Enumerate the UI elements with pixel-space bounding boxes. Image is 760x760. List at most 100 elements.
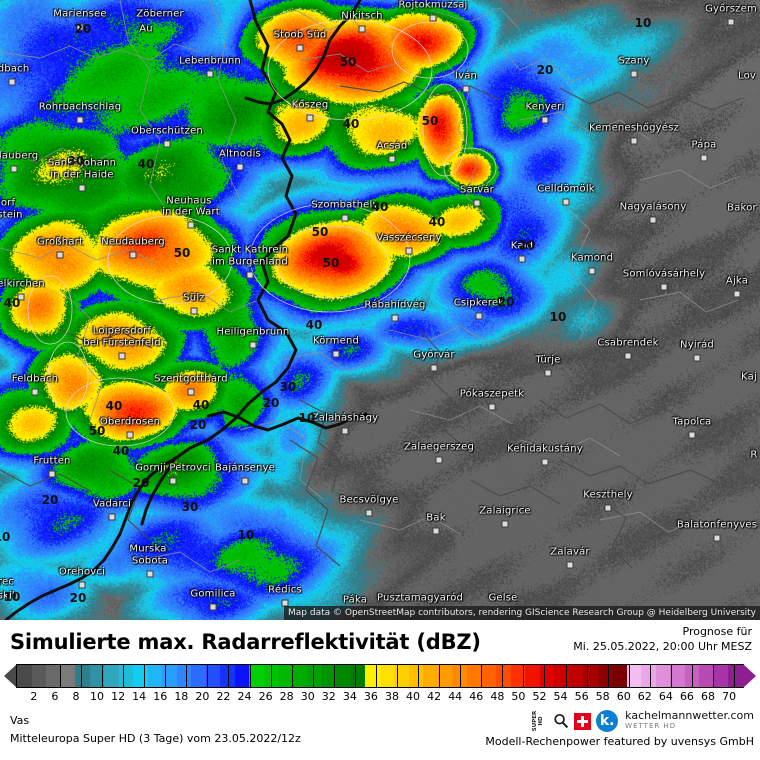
region-name: Vas	[10, 714, 30, 727]
branding-block: SUPER HD k. kachelmannwetter.com WETTER …	[485, 710, 754, 748]
scale-tick-mark	[165, 665, 167, 687]
scale-tick-label: 48	[490, 690, 505, 703]
place-marker-icon	[660, 283, 668, 291]
scale-tick-label: 70	[722, 690, 737, 703]
place-marker-icon	[8, 78, 16, 86]
place-marker-icon	[332, 350, 340, 358]
scale-tick-label: 12	[111, 690, 126, 703]
scale-swatch	[568, 665, 584, 687]
scale-swatch	[350, 665, 366, 687]
magnifier-icon	[554, 713, 569, 729]
place-marker-icon	[78, 581, 86, 589]
scale-tick-label: 68	[701, 690, 715, 703]
scale-tick-mark	[628, 665, 630, 687]
scale-tick-label: 54	[553, 690, 568, 703]
place-marker-icon	[209, 603, 217, 611]
place-marker-icon	[501, 520, 509, 528]
scale-swatch	[423, 665, 438, 687]
scale-swatch	[408, 665, 424, 687]
brand-text: kachelmannwetter.com WETTER HD	[625, 710, 754, 732]
brand-footer: Modell-Rechenpower featured by uvensys G…	[485, 735, 754, 748]
place-marker-icon	[630, 70, 638, 78]
place-marker-icon	[475, 312, 483, 320]
place-marker-icon	[10, 165, 18, 173]
scale-tick-mark	[691, 665, 693, 687]
place-marker-icon	[118, 352, 126, 360]
scale-tick-mark	[502, 665, 504, 687]
place-marker-icon	[562, 198, 570, 206]
place-marker-icon	[727, 18, 735, 26]
place-marker-icon	[241, 477, 249, 485]
scale-tick-mark	[544, 665, 546, 687]
place-marker-icon	[187, 388, 195, 396]
kachelmann-k-icon: k.	[596, 710, 619, 732]
scale-tick-label: 44	[448, 690, 463, 703]
place-marker-icon	[236, 163, 244, 171]
scale-swatch	[626, 665, 642, 687]
brand-subtitle: WETTER HD	[625, 722, 677, 730]
place-marker-icon	[544, 369, 552, 377]
scale-tick-mark	[481, 665, 483, 687]
scale-swatch	[60, 665, 76, 687]
place-marker-icon	[588, 267, 596, 275]
scale-tick-label: 40	[406, 690, 421, 703]
place-marker-icon	[358, 25, 366, 33]
place-marker-icon	[78, 184, 86, 192]
scale-tick-label: 58	[595, 690, 610, 703]
color-scale	[4, 664, 756, 688]
scale-swatch	[278, 665, 293, 687]
place-marker-icon	[129, 251, 137, 259]
place-marker-icon	[108, 513, 116, 521]
scale-tick-mark	[354, 665, 356, 687]
scale-tick-mark	[565, 665, 567, 687]
scale-tick-label: 24	[237, 690, 252, 703]
forecast-block: Prognose für Mi. 25.05.2022, 20:00 Uhr M…	[573, 625, 752, 653]
scale-swatch	[46, 665, 61, 687]
scale-tick-mark	[418, 665, 420, 687]
scale-tick-mark	[734, 665, 736, 687]
scale-swatch	[307, 665, 322, 687]
place-marker-icon	[56, 251, 64, 259]
scale-left-arrow-icon	[4, 664, 17, 688]
place-marker-icon	[249, 341, 257, 349]
scale-swatch	[539, 665, 555, 687]
scale-tick-label: 8	[72, 690, 80, 703]
brand-domain[interactable]: kachelmannwetter.com	[625, 709, 754, 722]
scale-tick-mark	[649, 665, 651, 687]
place-marker-icon	[630, 137, 638, 145]
scale-tick-mark	[291, 665, 293, 687]
scale-swatch	[176, 665, 192, 687]
scale-swatch	[670, 665, 685, 687]
scale-swatch	[321, 665, 337, 687]
place-marker-icon	[713, 534, 721, 542]
scale-swatch	[583, 665, 598, 687]
legend-panel: Simulierte max. Radarreflektivität (dBZ)…	[0, 620, 760, 760]
scale-swatch	[713, 665, 729, 687]
scale-tick-label: 46	[469, 690, 484, 703]
place-marker-icon	[733, 290, 741, 298]
scale-tick-mark	[523, 665, 525, 687]
brand-logo-row: SUPER HD k. kachelmannwetter.com WETTER …	[530, 710, 754, 732]
place-marker-icon	[190, 307, 198, 315]
scale-tick-label: 26	[258, 690, 273, 703]
scale-swatch	[336, 665, 351, 687]
scale-tick-label: 32	[321, 690, 336, 703]
scale-tick-mark	[59, 665, 61, 687]
scale-swatch	[205, 665, 221, 687]
scale-tick-label: 18	[174, 690, 189, 703]
place-marker-icon	[435, 456, 443, 464]
scale-tick-mark	[312, 665, 314, 687]
scale-swatch	[89, 665, 105, 687]
place-marker-icon	[296, 44, 304, 52]
map-panel[interactable]: Mariensee Zöberner Au Stoob Süd Nikitsch Rojt…	[0, 0, 760, 620]
scale-swatch	[554, 665, 569, 687]
place-marker-icon	[76, 116, 84, 124]
scale-tick-mark	[102, 665, 104, 687]
scale-tick-label: 38	[384, 690, 399, 703]
scale-tick-mark	[713, 665, 714, 687]
scale-tick-mark	[396, 665, 398, 687]
place-marker-icon	[432, 527, 440, 535]
scale-swatch	[481, 665, 497, 687]
scale-swatch	[147, 665, 163, 687]
